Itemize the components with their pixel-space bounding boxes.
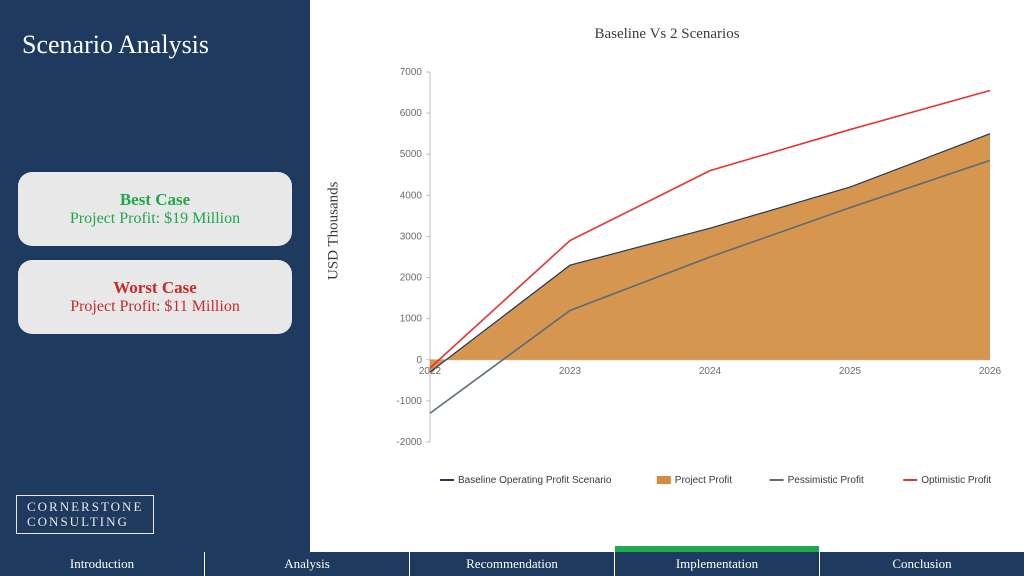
chart-svg: -2000 -1000 0 1000 2000 3000 4000 5000 6000 7000 2… xyxy=(370,52,1010,502)
best-case-title: Best Case xyxy=(120,190,190,210)
footer-tab-implementation[interactable]: Implementation xyxy=(615,552,820,576)
slide: Scenario Analysis Best Case Project Prof… xyxy=(0,0,1024,576)
best-case-card: Best Case Project Profit: $19 Million xyxy=(18,172,292,246)
best-case-value: Project Profit: $19 Million xyxy=(70,210,240,228)
svg-text:2025: 2025 xyxy=(839,366,862,377)
svg-text:-1000: -1000 xyxy=(396,396,422,407)
footer-tab-recommendation[interactable]: Recommendation xyxy=(410,552,615,576)
footer-tab-introduction[interactable]: Introduction xyxy=(0,552,205,576)
worst-case-title: Worst Case xyxy=(113,278,197,298)
legend-pessimistic: Pessimistic Profit xyxy=(788,475,864,486)
footer-tab-conclusion[interactable]: Conclusion xyxy=(820,552,1024,576)
legend-project: Project Profit xyxy=(675,475,732,486)
logo-line2: CONSULTING xyxy=(27,515,143,529)
worst-case-card: Worst Case Project Profit: $11 Million xyxy=(18,260,292,334)
svg-text:2000: 2000 xyxy=(400,273,423,284)
footer-nav: IntroductionAnalysisRecommendationImplem… xyxy=(0,552,1024,576)
svg-text:3000: 3000 xyxy=(400,231,423,242)
legend-baseline: Baseline Operating Profit Scenario xyxy=(458,475,612,486)
svg-text:6000: 6000 xyxy=(400,108,423,119)
y-axis-label: USD Thousands xyxy=(326,182,343,280)
legend-optimistic: Optimistic Profit xyxy=(921,475,991,486)
svg-text:1000: 1000 xyxy=(400,314,423,325)
svg-text:2023: 2023 xyxy=(559,366,582,377)
series-project-area xyxy=(430,134,990,372)
logo-line1: CORNERSTONE xyxy=(27,500,143,514)
chart-region: Baseline Vs 2 Scenarios USD Thousands -2… xyxy=(310,0,1024,552)
brand-logo: CORNERSTONE CONSULTING xyxy=(16,495,154,534)
worst-case-value: Project Profit: $11 Million xyxy=(70,298,240,316)
svg-text:-2000: -2000 xyxy=(396,437,422,448)
chart-title: Baseline Vs 2 Scenarios xyxy=(310,26,1024,43)
svg-text:4000: 4000 xyxy=(400,190,423,201)
footer-tab-analysis[interactable]: Analysis xyxy=(205,552,410,576)
svg-text:5000: 5000 xyxy=(400,149,423,160)
page-title: Scenario Analysis xyxy=(22,30,209,60)
svg-text:2026: 2026 xyxy=(979,366,1002,377)
sidebar: Scenario Analysis Best Case Project Prof… xyxy=(0,0,310,552)
svg-text:7000: 7000 xyxy=(400,67,423,78)
svg-text:0: 0 xyxy=(416,355,422,366)
svg-text:2024: 2024 xyxy=(699,366,722,377)
